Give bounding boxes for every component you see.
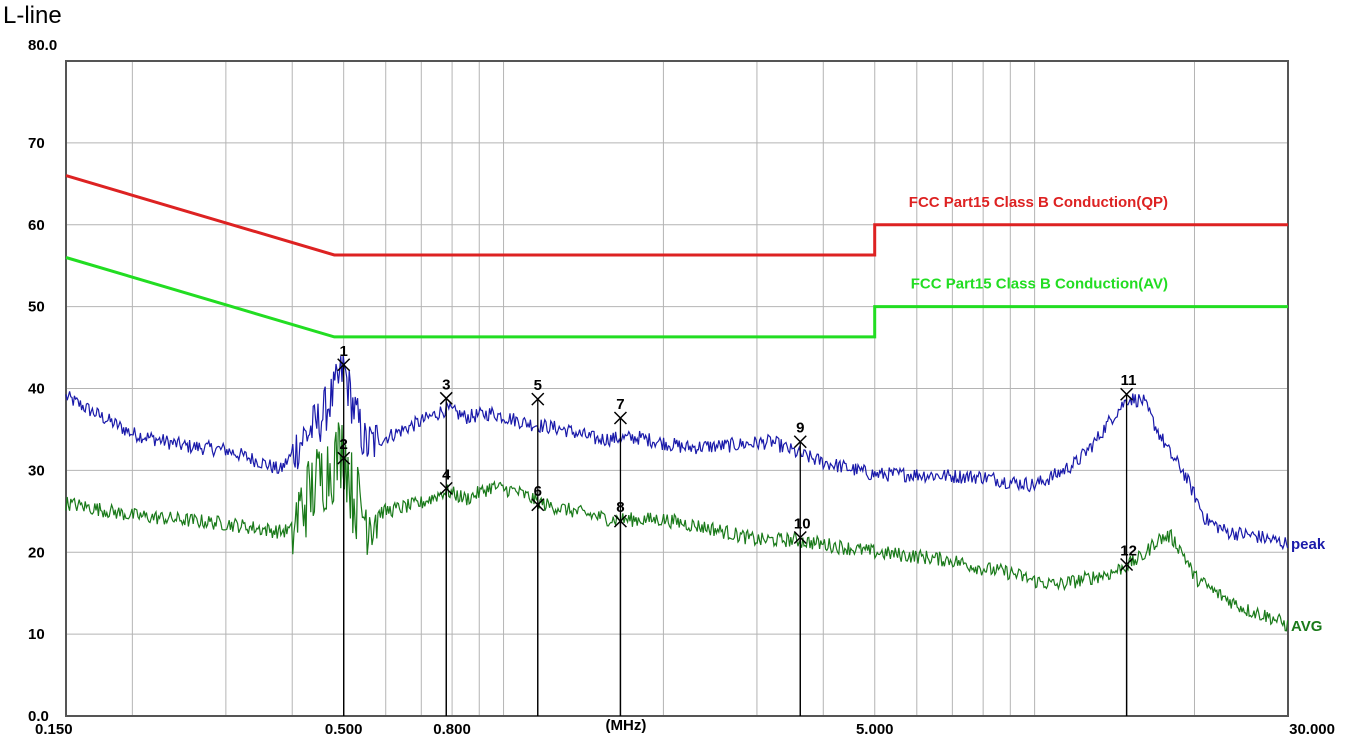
x-unit-label: (MHz) (606, 717, 647, 734)
series-lines: peak AVG (65, 355, 1326, 635)
limit-line (65, 256, 1288, 339)
x-tick-label: 0.500 (325, 721, 363, 738)
marker-label: 6 (534, 483, 542, 500)
series-label: peak (1291, 536, 1326, 553)
marker-x (337, 358, 351, 372)
marker-x (613, 514, 627, 528)
marker-x (439, 391, 453, 405)
marker-x (793, 530, 807, 545)
axis-labels: 80.0 70 60 50 40 30 20 10 0.00.150 0.500 0.800 5.00… (28, 37, 1335, 738)
marker-label: 9 (796, 420, 804, 437)
x-tick-label: 0.800 (433, 721, 471, 738)
marker-x (337, 451, 351, 465)
grid (66, 61, 1288, 716)
marker-label: 8 (616, 499, 624, 516)
chart-title: L-line (3, 2, 62, 29)
marker-label: 1 (340, 343, 348, 360)
marker-x (531, 392, 545, 406)
marker-label: 10 (794, 516, 811, 533)
marker-label: 2 (340, 436, 348, 453)
marker-x (793, 435, 807, 449)
x-tick-label: 5.000 (856, 721, 894, 738)
x-tick-label: 30.000 (1289, 721, 1335, 738)
y-tick-label: 40 (28, 381, 45, 398)
y-tick-label: 80.0 (28, 37, 57, 54)
marker-x (1120, 558, 1134, 572)
y-tick-label: 60 (28, 217, 45, 234)
marker-x (1120, 387, 1134, 401)
y-tick-label: 20 (28, 544, 45, 561)
limit-lines: FCC Part15 Class B Conduction(QP) FCC Par… (65, 174, 1288, 339)
y-tick-label: 0.0 (28, 708, 49, 725)
y-tick-label: 30 (28, 462, 45, 479)
marker-x (439, 481, 453, 495)
marker-label: 3 (442, 376, 450, 393)
series-label: AVG (1291, 618, 1322, 635)
marker-x (531, 498, 545, 512)
series-line (65, 355, 1289, 551)
marker-label: 11 (1121, 372, 1137, 389)
marker-label: 4 (442, 466, 451, 483)
y-tick-label: 10 (28, 626, 45, 643)
y-tick-label: 50 (28, 299, 45, 316)
series-line (65, 422, 1289, 632)
limit-label: FCC Part15 Class B Conduction(QP) (909, 194, 1168, 211)
marker-label: 12 (1120, 543, 1137, 560)
y-tick-label: 70 (28, 135, 45, 152)
x-tick-label: 0.150 (35, 721, 73, 738)
marker-label: 7 (616, 396, 624, 413)
marker-label: 5 (534, 377, 542, 394)
limit-line (65, 174, 1288, 257)
limit-label: FCC Part15 Class B Conduction(AV) (911, 276, 1168, 293)
plot-frame (65, 60, 1289, 717)
marker-x (613, 411, 627, 425)
